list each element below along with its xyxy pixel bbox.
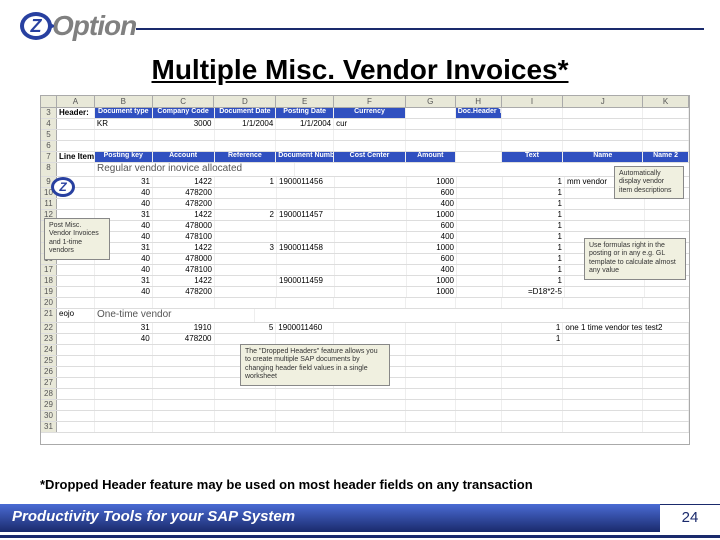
callout-dropped-headers: The "Dropped Headers" feature allows you… xyxy=(240,344,390,386)
table-row: 10404782006001 xyxy=(41,188,689,199)
svg-text:Z: Z xyxy=(30,16,43,36)
col-header: A xyxy=(57,96,95,107)
table-row: 5 xyxy=(41,130,689,141)
table-row: 123114222190001145710001 xyxy=(41,210,689,221)
header-divider xyxy=(136,28,704,30)
col-header: I xyxy=(502,96,564,107)
table-row: 8 Regular vendor inovice allocated xyxy=(41,163,689,177)
col-header: J xyxy=(563,96,643,107)
table-row: 21 eojo One-time vendor xyxy=(41,309,689,323)
footer-divider xyxy=(0,535,720,538)
brand-word: Option xyxy=(52,10,136,42)
table-row: 7 Line Items: Posting key Account Refere… xyxy=(41,152,689,163)
column-headers-row: A B C D E F G H I J K xyxy=(41,96,689,108)
table-row: 3 Header: Document type Company Code Doc… xyxy=(41,108,689,119)
col-header: G xyxy=(406,96,456,107)
col-header: K xyxy=(643,96,689,107)
table-row: 29 xyxy=(41,400,689,411)
svg-text:Z: Z xyxy=(58,180,67,194)
footnote-text: *Dropped Header feature may be used on m… xyxy=(40,477,700,492)
table-row: 28 xyxy=(41,389,689,400)
table-row: 6 xyxy=(41,141,689,152)
table-row: 20 xyxy=(41,298,689,309)
table-row: 30 xyxy=(41,411,689,422)
col-header: B xyxy=(95,96,153,107)
table-row: 19404782001000=D18*2-5 xyxy=(41,287,689,298)
table-row: 11404782004001 xyxy=(41,199,689,210)
callout-formulas: Use formulas right in the posting or in … xyxy=(584,238,686,280)
logo-z-icon: Z xyxy=(18,8,54,44)
col-header: E xyxy=(276,96,334,107)
table-row: 4 KR 3000 1/1/2004 1/1/2004 cur xyxy=(41,119,689,130)
callout-auto-display: Automatically display vendor item descri… xyxy=(614,166,684,199)
col-header: F xyxy=(334,96,406,107)
table-row: 22311910519000114601one 1 time vendor te… xyxy=(41,323,689,334)
col-header: H xyxy=(456,96,502,107)
logo-watermark-icon: Z xyxy=(50,174,76,200)
col-header: C xyxy=(153,96,215,107)
table-row: 13404780006001 xyxy=(41,221,689,232)
footer-text: Productivity Tools for your SAP System xyxy=(0,504,660,532)
page-number: 24 xyxy=(660,504,720,532)
col-header: D xyxy=(214,96,276,107)
footer-bar: Productivity Tools for your SAP System 2… xyxy=(0,504,720,532)
brand-logo: Z Option xyxy=(18,8,136,44)
callout-misc-vendor: Post Misc. Vendor Invoices and 1-time ve… xyxy=(44,218,110,260)
table-row: 93114221190001145610001mm vendor xyxy=(41,177,689,188)
header-label: Header: xyxy=(57,108,95,118)
page-title: Multiple Misc. Vendor Invoices* xyxy=(0,54,720,86)
table-row: 31 xyxy=(41,422,689,433)
